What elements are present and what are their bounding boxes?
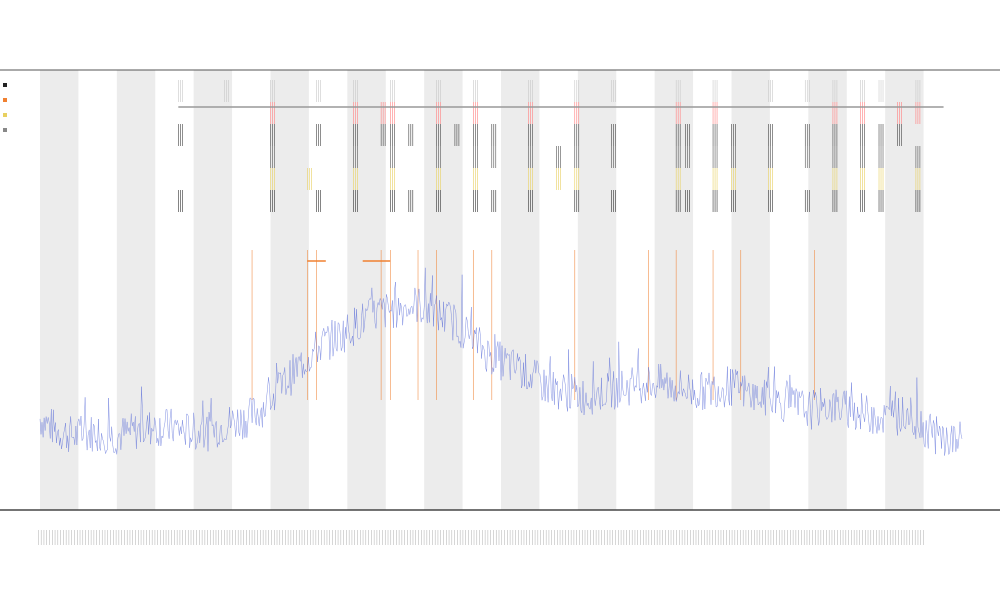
background-band [577,70,617,510]
background-band [424,70,463,510]
background-band [270,70,309,510]
background-band [654,70,694,510]
legend-item [3,93,8,108]
chart-legend [3,78,8,138]
legend-swatch [3,127,7,132]
background-band [347,70,386,510]
background-band [731,70,770,510]
background-band [501,70,540,510]
background-band [885,70,924,510]
background-band [193,70,233,510]
legend-item [3,108,8,123]
background-band [808,70,847,510]
legend-item [3,78,8,93]
legend-swatch [3,97,7,102]
series-line [39,267,963,456]
legend-swatch [3,82,7,87]
legend-swatch [3,112,7,117]
legend-item [3,123,8,138]
